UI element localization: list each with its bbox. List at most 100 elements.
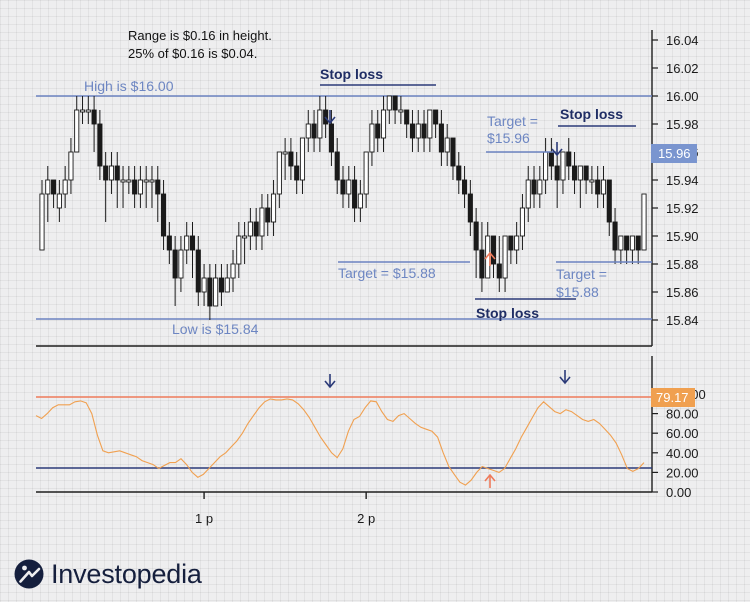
candle-body-down: [404, 109, 410, 125]
candle: [479, 222, 485, 292]
candle-body-down: [473, 221, 479, 251]
time-axis-ticks: 1 p 2 p: [195, 492, 375, 526]
candle-body-down: [438, 123, 444, 153]
candle-body-down: [340, 179, 346, 195]
candle-body-down: [265, 207, 271, 223]
candle: [334, 138, 340, 194]
stop-loss-label-2: Stop loss: [476, 305, 539, 321]
candle: [201, 264, 207, 306]
candle: [56, 180, 62, 222]
price-tick-label: 16.00: [666, 89, 699, 104]
candle-body-up: [357, 193, 363, 209]
candle: [467, 180, 473, 236]
price-axis-ticks: 16.04 16.02 16.00 15.98 15.96 15.94 15.92 15.90…: [652, 33, 699, 328]
candle: [571, 152, 578, 194]
stochastic-line: [35, 398, 645, 486]
candle: [357, 180, 363, 222]
candle: [282, 138, 288, 180]
candle-body-down: [172, 249, 178, 279]
candle-body-up: [299, 137, 306, 181]
oscillator-tick-label: 20.00: [666, 465, 699, 480]
low-label: Low is $15.84: [172, 321, 259, 337]
candle-body-up: [120, 179, 126, 183]
candle-body-up: [242, 235, 248, 239]
buy-arrow-icon: [484, 473, 496, 488]
candle: [270, 180, 277, 236]
candle-body-down: [207, 277, 213, 307]
candle-body-down: [531, 179, 537, 195]
candle: [299, 137, 306, 194]
candle: [554, 152, 560, 208]
candle: [444, 124, 450, 166]
candle: [184, 222, 190, 264]
candle-body-up: [415, 123, 421, 139]
candle-body-up: [201, 277, 207, 293]
candle: [97, 110, 103, 180]
candle-body-down: [409, 123, 416, 139]
high-label: High is $16.00: [84, 78, 174, 94]
candle-body-down: [311, 123, 317, 139]
price-tick-label: 15.86: [666, 285, 699, 300]
candle: [51, 179, 57, 208]
candle-body-up: [79, 109, 86, 113]
candle-body-up: [270, 193, 277, 223]
candle-body-up: [346, 179, 352, 195]
candle: [595, 166, 601, 208]
price-tick-label: 15.90: [666, 229, 699, 244]
current-oscillator-badge: [651, 388, 695, 407]
candle: [45, 166, 51, 222]
sell-arrow-icon: [324, 374, 336, 389]
candle: [612, 208, 618, 264]
candle-body-down: [606, 179, 612, 223]
oscillator-tick-label: 80.00: [666, 407, 699, 422]
candle-body-up: [369, 123, 375, 153]
candle-body-down: [479, 249, 485, 279]
candle: [369, 110, 375, 166]
candle-body-up: [108, 165, 115, 181]
candle: [103, 152, 109, 222]
candle-body-down: [635, 235, 641, 251]
price-tick-label: 15.94: [666, 173, 699, 188]
candle: [161, 180, 167, 250]
candle: [635, 235, 641, 264]
candle: [178, 236, 184, 292]
candle: [352, 166, 358, 222]
candle: [543, 138, 549, 194]
candle-body-down: [288, 151, 294, 167]
candle: [265, 194, 271, 236]
candle-body-down: [334, 151, 340, 181]
candle: [583, 165, 589, 194]
candle: [380, 96, 387, 152]
candle-body-down: [467, 193, 473, 223]
candle: [589, 166, 595, 194]
candle: [606, 179, 612, 236]
investopedia-logo-icon: [14, 559, 44, 589]
candle-body-up: [126, 179, 132, 183]
candle-body-down: [583, 165, 589, 181]
candle: [566, 138, 572, 180]
candle-body-up: [184, 235, 190, 251]
candle: [404, 109, 410, 138]
candle-body-up: [514, 235, 520, 251]
candle-body-up: [247, 221, 253, 237]
oscillator-tick-label: 40.00: [666, 446, 699, 461]
candle: [456, 152, 462, 194]
candle: [311, 110, 317, 152]
candle: [149, 166, 155, 208]
candle: [386, 95, 392, 124]
target-label-3b: $15.88: [556, 284, 599, 300]
candle: [120, 166, 126, 208]
candle-body-down: [595, 179, 601, 195]
candle: [317, 96, 323, 152]
candle-body-up: [560, 151, 566, 181]
target-label-2a: Target =: [487, 113, 538, 129]
candle: [473, 208, 479, 278]
candle-body-down: [195, 249, 201, 293]
candle-body-up: [427, 109, 433, 139]
candle-body-up: [137, 179, 143, 195]
candle: [519, 194, 525, 250]
candle-body-down: [103, 165, 109, 181]
candle-body-up: [519, 207, 525, 237]
time-tick-label: 2 p: [357, 511, 375, 526]
candle: [508, 235, 514, 264]
